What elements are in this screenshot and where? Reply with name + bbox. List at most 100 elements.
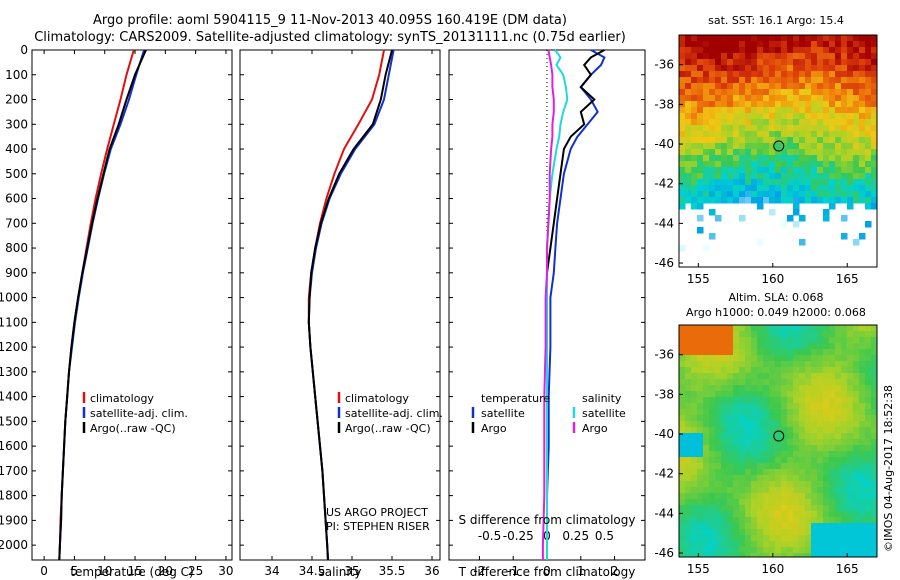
map-cell [721,113,728,120]
map-cell [817,155,824,162]
map-cell [715,439,722,446]
map-cell [733,349,740,356]
map-cell [799,179,806,186]
map-cell [709,337,716,344]
map-cell [733,107,740,114]
map-cell [745,517,752,524]
map-cell [799,511,806,518]
map-cell [847,529,854,536]
map-cell [763,343,770,350]
map-cell [721,95,728,102]
map-cell [709,427,716,434]
map-cell [823,505,830,512]
map-cell [859,167,866,174]
map-cell [805,53,812,60]
map-cell [823,143,830,150]
map-cell [763,481,770,488]
map-cell [829,421,836,428]
map-cell [703,35,710,42]
map-cell [853,337,860,344]
map-cell [829,463,836,470]
map-cell [811,451,818,458]
map-cell [745,403,752,410]
map-cell [829,337,836,344]
map-cell [835,547,842,554]
map-cell [781,451,788,458]
map-cell [781,433,788,440]
map-cell [745,83,752,90]
map-cell [823,523,830,530]
map-cell [763,59,770,66]
map-cell [769,463,776,470]
map-cell [745,511,752,518]
argo-float-marker [773,140,785,152]
map-cell [685,179,692,186]
map-cell [859,433,866,440]
map-cell [709,517,716,524]
x-tick-label: 34.5 [299,564,326,578]
map-cell [715,173,722,180]
map-cell [763,149,770,156]
map-cell [769,149,776,156]
map-cell [709,131,716,138]
map-cell [739,89,746,96]
map-cell [769,125,776,132]
map-cell [751,493,758,500]
map-cell [799,185,806,192]
map-cell [751,553,758,557]
map-cell [679,523,686,530]
series-line-argo-raw-qc- [307,49,393,561]
map-cell [847,41,854,48]
map-cell [775,101,782,108]
map-cell [763,541,770,548]
map-cell [763,143,770,150]
map-cell [829,149,836,156]
map-cell [745,529,752,536]
map-cell [817,499,824,506]
map-cell [859,391,866,398]
map-cell [805,385,812,392]
map-cell [679,355,686,362]
map-cell [697,125,704,132]
map-cell [805,155,812,162]
map-cell [811,343,818,350]
map-cell [727,155,734,162]
map-cell [871,119,877,126]
map-cell [787,167,794,174]
map-cell [787,137,794,144]
map-cell [709,197,716,204]
legend-label-climatology: climatology [345,392,409,405]
map-cell [835,493,842,500]
map-cell [691,445,698,452]
map-cell [853,511,860,518]
map-cell [871,71,877,78]
map-cell [871,35,877,42]
map-cell [697,161,704,168]
map-cell [763,367,770,374]
map-cell [745,101,752,108]
map-cell [721,349,728,356]
map-cell [799,119,806,126]
map-cell [733,367,740,374]
map-cell [697,337,704,344]
map-cell [781,155,788,162]
map-cell [763,511,770,518]
map-cell [703,409,710,416]
map-cell [805,59,812,66]
map-cell [721,457,728,464]
map-cell [871,325,877,332]
map-cell [871,95,877,102]
map-cell [817,541,824,548]
map-cell [727,451,734,458]
map-cell [781,149,788,156]
map-cell [679,245,686,252]
map-cell [769,475,776,482]
map-cell [829,367,836,374]
map-cell [871,131,877,138]
sal-tick-label: 0.25 [562,529,589,543]
map-cell [793,337,800,344]
map-cell [781,463,788,470]
map-cell [829,499,836,506]
map-cell [775,65,782,72]
map-cell [721,325,728,332]
